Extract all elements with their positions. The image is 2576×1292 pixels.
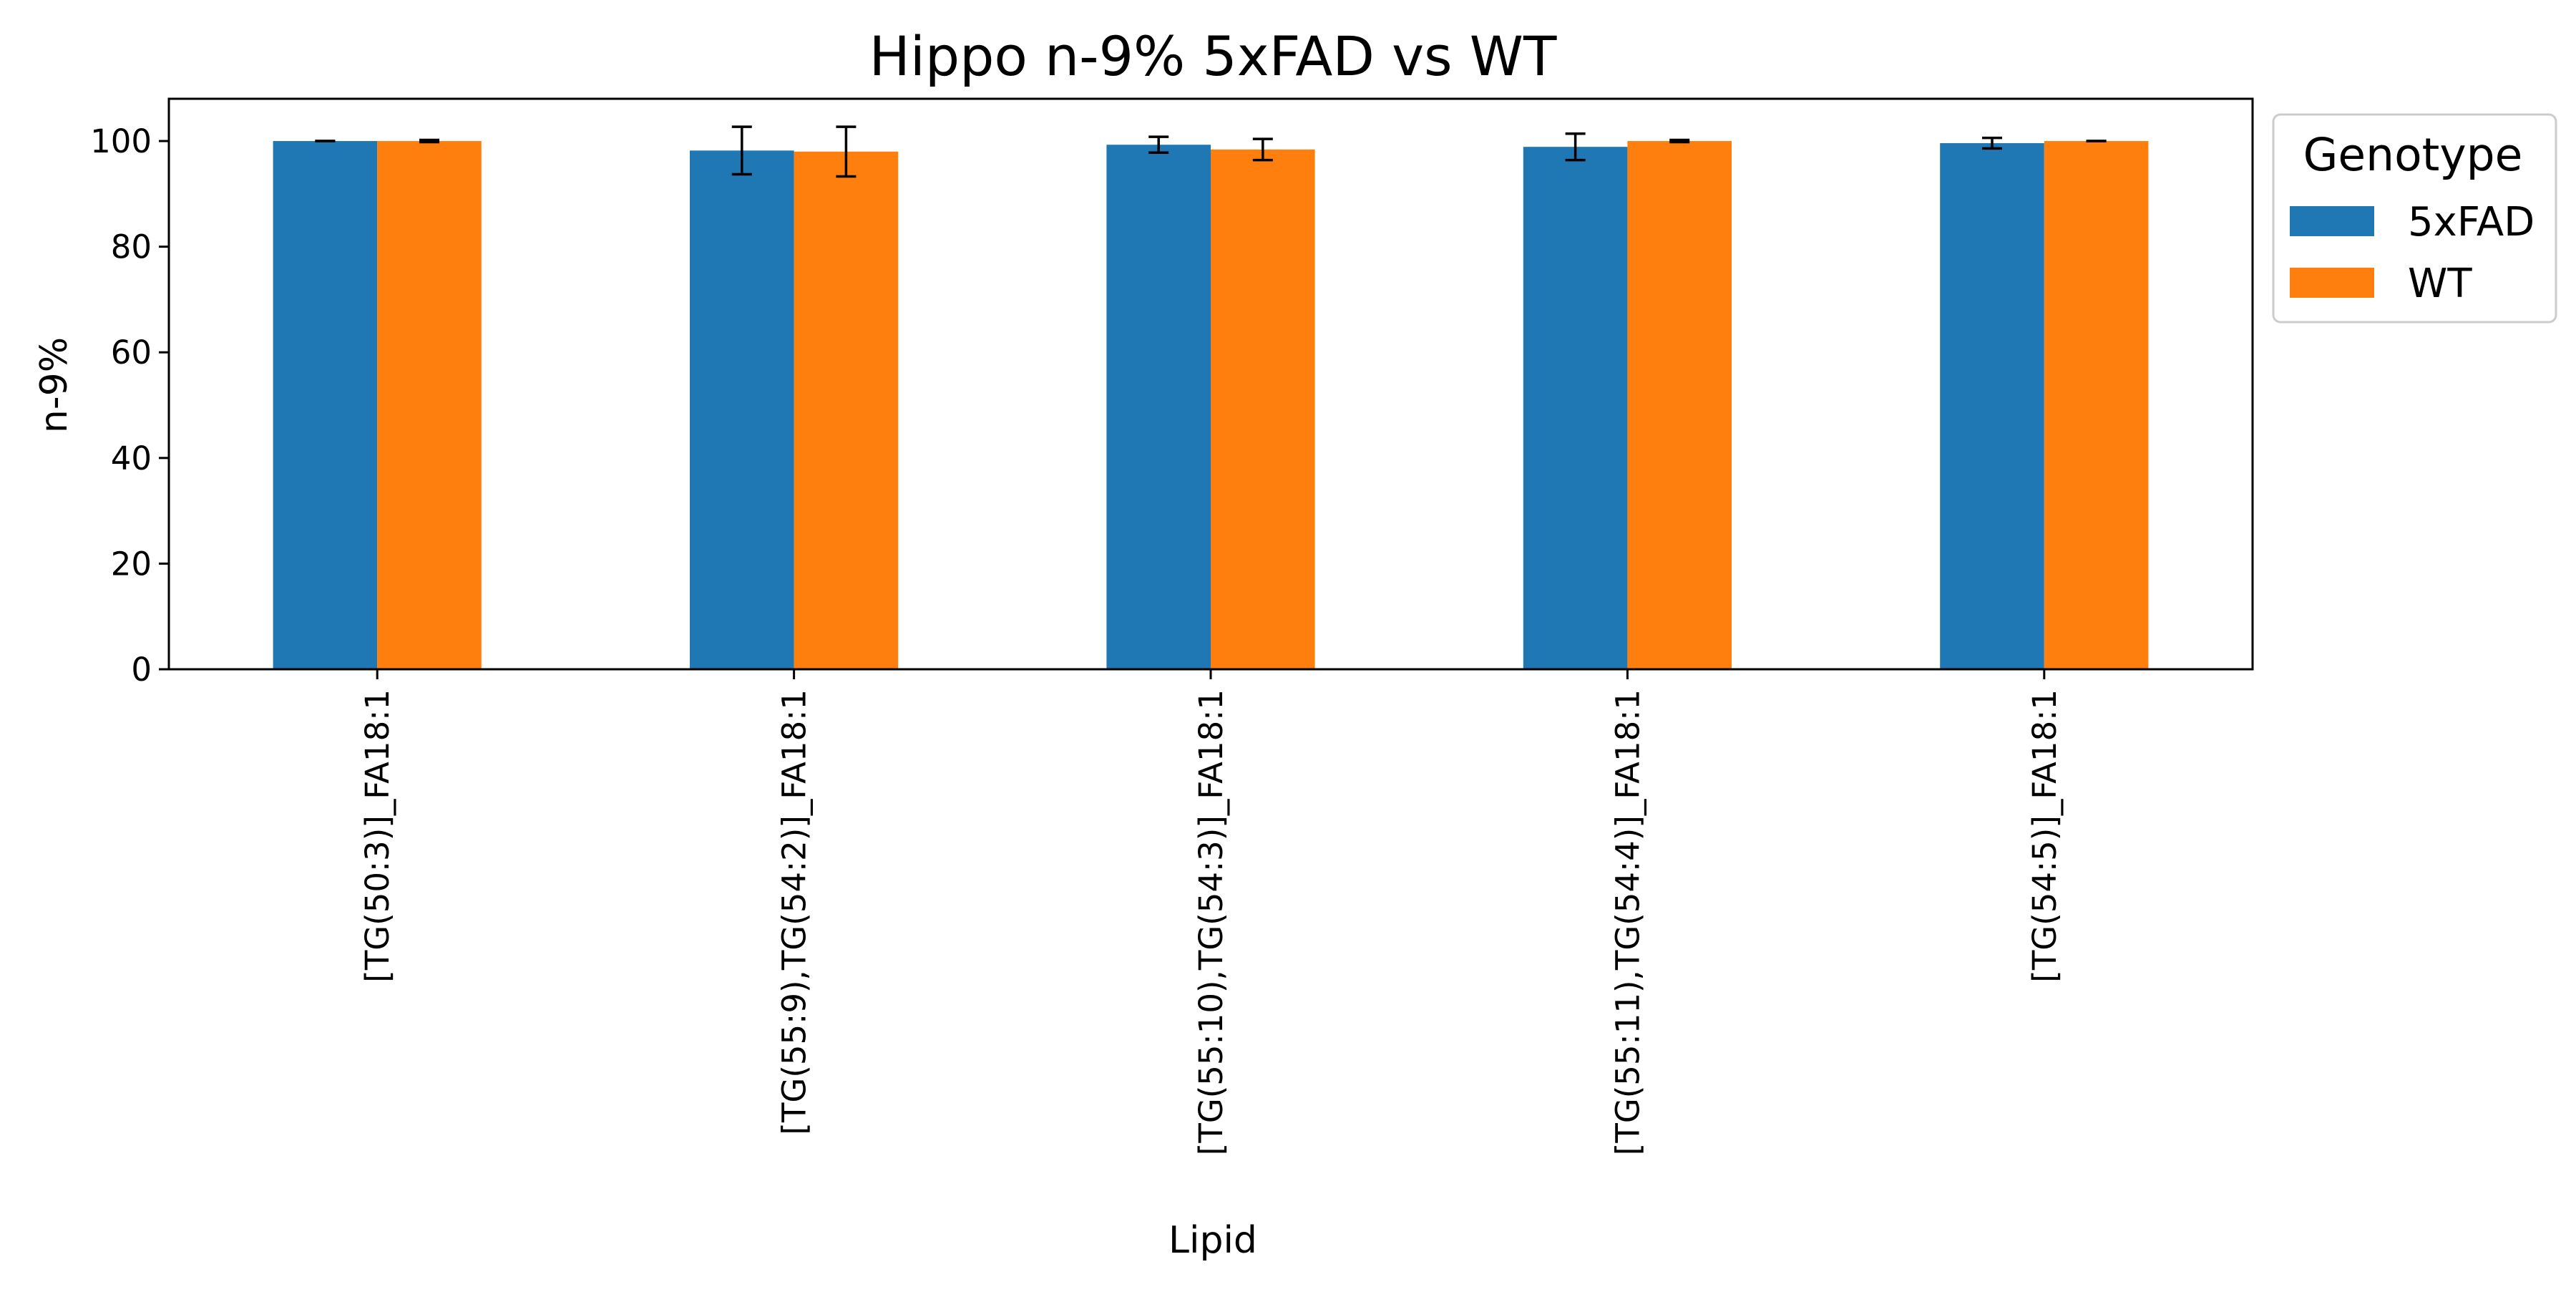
y-tick-label: 20 [111, 545, 152, 583]
bar-5xfad-1 [690, 150, 794, 669]
x-axis-ticks: [TG(50:3)]_FA18:1 [TG(55:9),TG(54:2)]_FA1… [358, 669, 2064, 1155]
y-axis-ticks: 0 20 40 60 80 100 [90, 122, 169, 689]
y-tick-label: 60 [111, 334, 152, 371]
x-tick-label: [TG(50:3)]_FA18:1 [358, 689, 396, 983]
error-bar-5xfad-4 [1982, 136, 2002, 150]
errorbars-layer [315, 125, 2107, 178]
chart-title: Hippo n-9% 5xFAD vs WT [869, 24, 1557, 88]
bar-wt-3 [1627, 141, 1732, 669]
y-axis-label: n-9% [33, 337, 76, 433]
error-bar-5xfad-1 [731, 125, 752, 176]
error-bar-wt-2 [1252, 137, 1273, 162]
legend: Genotype 5xFAD WT [2272, 113, 2557, 324]
x-axis-label: Lipid [1169, 1219, 1257, 1262]
bar-wt-4 [2044, 141, 2149, 669]
bar-wt-2 [1211, 149, 1315, 669]
error-bar-5xfad-3 [1565, 132, 1586, 162]
y-tick-label: 100 [90, 122, 152, 160]
y-tick-label: 0 [131, 651, 152, 689]
legend-title: Genotype [2303, 129, 2523, 181]
x-tick-label: [TG(55:11),TG(54:4)]_FA18:1 [1609, 689, 1646, 1155]
legend-swatch-5xfad [2290, 206, 2374, 236]
error-bar-wt-3 [1669, 138, 1690, 144]
legend-label-wt: WT [2408, 261, 2472, 307]
legend-label-5xfad: 5xFAD [2408, 199, 2534, 246]
bars-layer [273, 141, 2149, 670]
error-bar-wt-1 [836, 125, 857, 178]
bar-5xfad-4 [1940, 142, 2044, 669]
bar-5xfad-0 [273, 141, 378, 669]
y-tick-label: 40 [111, 439, 152, 477]
bar-wt-0 [377, 141, 482, 669]
bar-5xfad-3 [1523, 147, 1628, 669]
bar-5xfad-2 [1106, 145, 1211, 670]
x-tick-label: [TG(55:9),TG(54:2)]_FA18:1 [776, 689, 814, 1135]
x-tick-label: [TG(54:5)]_FA18:1 [2026, 689, 2064, 983]
error-bar-5xfad-2 [1148, 135, 1169, 155]
x-tick-label: [TG(55:10),TG(54:3)]_FA18:1 [1192, 689, 1230, 1155]
error-bar-wt-0 [419, 138, 439, 144]
legend-swatch-wt [2290, 268, 2374, 298]
y-tick-label: 80 [111, 228, 152, 266]
bar-wt-1 [794, 151, 899, 670]
